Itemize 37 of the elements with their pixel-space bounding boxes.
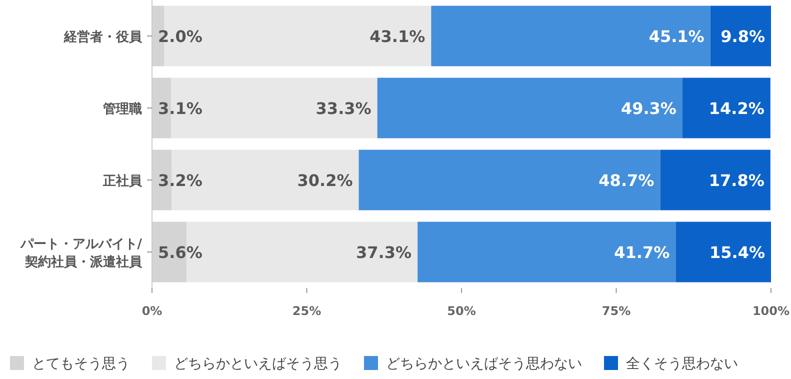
data-label: 15.4%	[709, 243, 765, 262]
data-label: 33.3%	[316, 99, 372, 118]
data-label: 49.3%	[620, 99, 676, 118]
x-tick-label: 0%	[142, 304, 162, 318]
data-label: 5.6%	[158, 243, 202, 262]
legend-label: とてもそう思う	[32, 356, 130, 372]
data-label: 17.8%	[708, 171, 764, 190]
x-tick-label: 25%	[292, 304, 322, 318]
data-label: 41.7%	[614, 243, 670, 262]
data-label: 2.0%	[158, 27, 202, 46]
data-label: 30.2%	[297, 171, 353, 190]
y-tick-label: 正社員	[102, 173, 143, 189]
data-label: 37.3%	[356, 243, 412, 262]
x-tick-label: 75%	[602, 304, 631, 318]
data-label: 3.1%	[158, 99, 202, 118]
legend-label: どちらかといえばそう思わない	[386, 356, 582, 372]
y-tick-label: 経営者・役員	[63, 29, 143, 45]
data-label: 48.7%	[598, 171, 654, 190]
data-label: 14.2%	[708, 99, 764, 118]
y-tick-label: 管理職	[102, 101, 142, 117]
x-tick-label: 50%	[447, 304, 476, 318]
bar	[682, 78, 770, 138]
data-label: 9.8%	[720, 27, 765, 46]
bar	[431, 6, 710, 66]
data-label: 43.1%	[370, 27, 426, 46]
legend-label: どちらかといえばそう思う	[174, 356, 342, 372]
bar	[676, 222, 771, 282]
y-tick-label: パート・アルバイト/ 契約社員・派遣社員	[19, 237, 143, 270]
bar	[418, 222, 676, 282]
bar	[358, 150, 660, 210]
data-label: 3.2%	[158, 171, 202, 190]
legend-label: 全くそう思わない	[626, 356, 738, 372]
bar	[660, 150, 770, 210]
bar	[710, 6, 771, 66]
bar	[377, 78, 682, 138]
x-tick-label: 100%	[752, 304, 790, 318]
data-label: 45.1%	[648, 27, 704, 46]
